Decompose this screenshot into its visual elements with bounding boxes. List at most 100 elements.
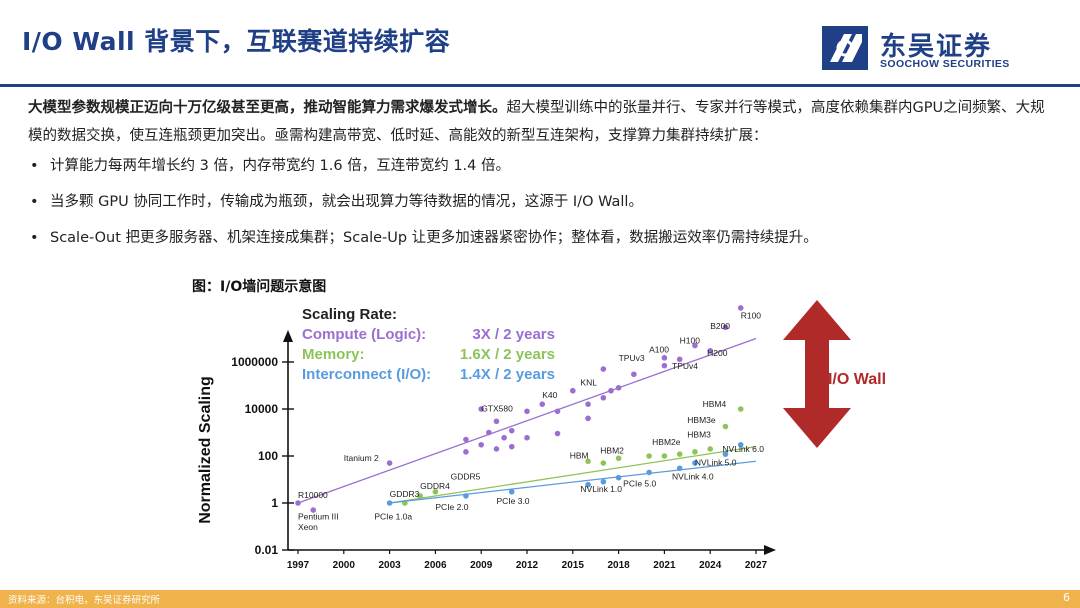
x-tick-label: 1997	[287, 560, 310, 571]
intro-paragraph: 大模型参数规模正迈向十万亿级甚至更高，推动智能算力需求爆发式增长。超大模型训练中…	[28, 94, 1058, 150]
point-label: GDDR4	[420, 481, 450, 491]
legend-entry-name: Memory:	[302, 346, 365, 363]
data-point	[432, 488, 439, 495]
point-label: H200	[707, 348, 728, 358]
x-tick-label: 2003	[378, 560, 401, 571]
bullet-text: Scale-Out 把更多服务器、机架连接成集群；Scale-Up 让更多加速器…	[50, 230, 818, 246]
point-label: HBM3	[687, 430, 711, 440]
point-label: A100	[649, 345, 669, 355]
data-point	[676, 451, 683, 457]
data-point	[386, 500, 393, 506]
data-point	[707, 347, 713, 354]
figure-title: 图：I/O墙问题示意图	[192, 279, 327, 295]
point-label: HBM3e	[687, 415, 716, 425]
data-point	[570, 387, 576, 394]
list-item: • Scale-Out 把更多服务器、机架连接成集群；Scale-Up 让更多加速…	[28, 228, 1058, 248]
point-label: R100	[741, 311, 762, 321]
data-point	[737, 305, 744, 311]
data-point	[295, 500, 301, 506]
data-point	[539, 401, 546, 408]
data-point	[554, 408, 561, 415]
bullet-marker: •	[30, 194, 39, 210]
data-point	[417, 493, 423, 499]
y-tick-label: 1000000	[231, 355, 278, 369]
data-point	[722, 324, 729, 331]
logo-text-cn: 东吴证券	[880, 32, 993, 62]
point-label: Pentium III	[298, 511, 339, 521]
y-axis-label: Normalized Scaling	[197, 376, 214, 524]
point-label: GDDR3	[390, 489, 420, 499]
data-point	[478, 441, 485, 448]
y-axis-arrow	[283, 330, 293, 342]
page-title: I/O Wall 背景下，互联赛道持续扩容	[22, 27, 451, 56]
data-point	[486, 429, 492, 436]
y-tick-label: 100	[258, 449, 278, 463]
point-label: PCIe 2.0	[435, 502, 468, 512]
io-wall-arrow	[783, 300, 851, 448]
point-label: PCIe 1.0a	[374, 511, 412, 521]
data-point	[631, 371, 637, 378]
y-tick-label: 0.01	[255, 543, 279, 557]
legend-entry-rate: 1.6X / 2 years	[460, 346, 555, 363]
data-point	[737, 406, 744, 412]
data-point	[615, 474, 622, 481]
point-label: KNL	[580, 378, 597, 388]
data-point	[600, 394, 607, 401]
data-point	[585, 401, 591, 408]
point-label: H100	[680, 336, 701, 346]
data-point	[524, 408, 530, 415]
intro-text: 超大模型训练中的张量并行、专家并行等模式，高度依赖集群内GPU之间频繁、大规模的…	[28, 100, 1045, 144]
data-point	[692, 460, 698, 466]
legend-entry-rate: 3X / 2 years	[472, 326, 555, 343]
point-label: NVLink 5.0	[695, 457, 737, 467]
data-point	[646, 469, 652, 476]
data-point	[615, 455, 622, 462]
data-point	[608, 387, 614, 394]
data-point	[692, 342, 698, 349]
data-point	[676, 356, 683, 363]
point-label: Itanium 2	[344, 453, 379, 463]
bullet-marker: •	[30, 230, 39, 246]
legend-title: Scaling Rate:	[302, 306, 397, 323]
x-tick-label: 2006	[424, 560, 447, 571]
data-point	[508, 427, 515, 434]
point-label: GDDR5	[451, 472, 481, 482]
data-point	[554, 430, 561, 437]
data-point	[646, 453, 652, 459]
data-point	[463, 449, 469, 455]
y-tick-label: 10000	[245, 402, 279, 416]
bullet-text: 当多颗 GPU 协同工作时，传输成为瓶颈，就会出现算力等待数据的情况，这源于 I…	[50, 194, 643, 210]
data-point	[463, 493, 469, 499]
data-point	[585, 481, 591, 488]
page-number: 6	[1063, 591, 1070, 604]
data-point	[600, 460, 607, 466]
data-point	[585, 458, 591, 465]
x-axis-arrow	[764, 545, 776, 555]
data-point	[508, 443, 515, 450]
point-label: HBM	[570, 450, 589, 460]
footer-bar	[0, 590, 1080, 608]
data-point	[722, 451, 729, 457]
legend-entry-rate: 1.4X / 2 years	[460, 366, 555, 383]
point-label: B200	[710, 321, 730, 331]
data-point	[661, 453, 668, 459]
soochow-logo-icon	[822, 26, 868, 70]
data-point	[585, 415, 591, 422]
point-label: HBM2e	[652, 437, 681, 447]
data-point	[501, 434, 507, 441]
data-point	[508, 488, 515, 495]
trend-line	[389, 460, 757, 504]
legend-entry-name: Interconnect (I/O):	[302, 366, 431, 383]
data-point	[661, 355, 668, 361]
point-label: NVLink 4.0	[672, 472, 714, 482]
legend-entry-name: Compute (Logic):	[302, 326, 426, 343]
x-tick-label: 2015	[562, 560, 585, 571]
point-label: NVLink 1.0	[580, 484, 622, 494]
list-item: • 当多颗 GPU 协同工作时，传输成为瓶颈，就会出现算力等待数据的情况，这源于 …	[28, 192, 1058, 212]
data-point	[737, 441, 744, 448]
bullet-list: • 计算能力每两年增长约 3 倍，内存带宽约 1.6 倍，互连带宽约 1.4 倍。…	[28, 156, 1058, 264]
data-point	[661, 362, 668, 369]
data-point	[463, 436, 469, 443]
point-label: HBM4	[703, 399, 727, 409]
